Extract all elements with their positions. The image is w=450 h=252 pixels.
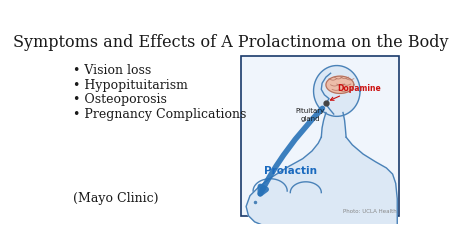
Text: Prolactin: Prolactin xyxy=(264,166,317,176)
Bar xyxy=(241,56,399,216)
Text: Dopamine: Dopamine xyxy=(330,84,381,101)
Polygon shape xyxy=(314,66,360,117)
FancyArrowPatch shape xyxy=(260,109,323,194)
Polygon shape xyxy=(321,113,346,138)
Text: Photo: UCLA Health: Photo: UCLA Health xyxy=(343,208,396,213)
Polygon shape xyxy=(246,138,397,226)
Text: • Pregnancy Complications: • Pregnancy Complications xyxy=(73,107,247,120)
Polygon shape xyxy=(326,77,354,94)
Text: Pituitary
gland: Pituitary gland xyxy=(296,108,325,121)
Text: • Vision loss: • Vision loss xyxy=(73,64,152,77)
Text: • Hypopituitarism: • Hypopituitarism xyxy=(73,78,188,91)
Text: (Mayo Clinic): (Mayo Clinic) xyxy=(73,191,159,204)
Text: • Osteoporosis: • Osteoporosis xyxy=(73,93,167,106)
Text: Symptoms and Effects of A Prolactinoma on the Body: Symptoms and Effects of A Prolactinoma o… xyxy=(13,34,448,51)
